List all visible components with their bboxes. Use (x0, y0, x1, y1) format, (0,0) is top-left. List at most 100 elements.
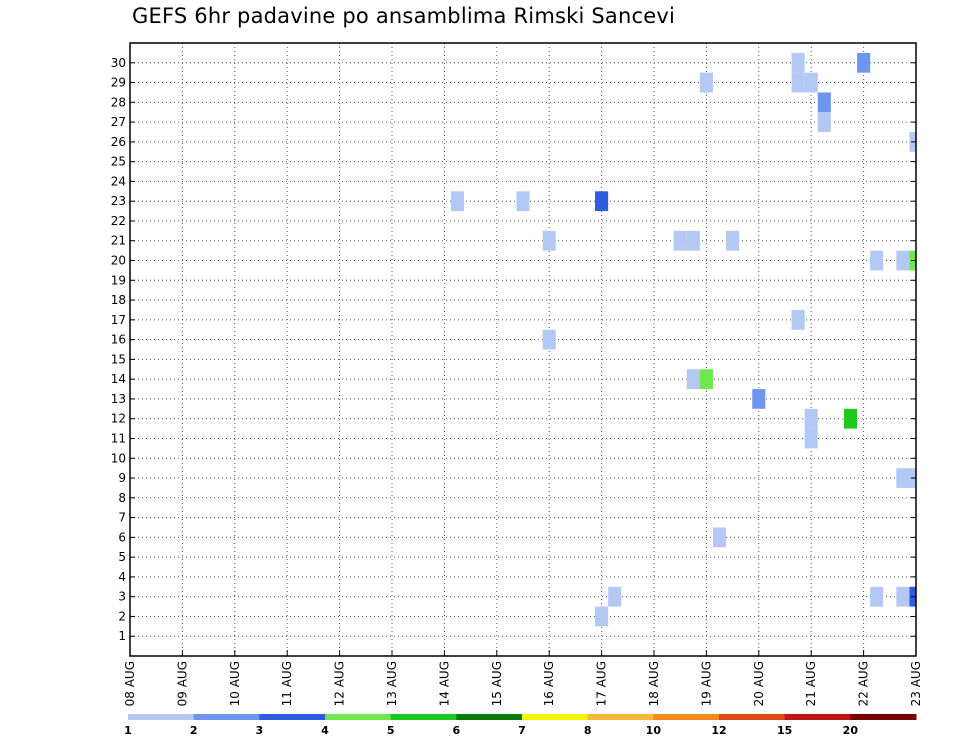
colorbar-label: 8 (584, 724, 592, 737)
y-tick-label: 17 (111, 313, 126, 327)
y-tick-label: 16 (111, 333, 126, 347)
precip-cell (542, 329, 556, 350)
precip-cell (686, 230, 700, 251)
colorbar-label: 2 (190, 724, 198, 737)
colorbar-label: 5 (387, 724, 395, 737)
y-tick-label: 28 (111, 95, 126, 109)
precip-cell (595, 606, 609, 627)
y-tick-label: 11 (111, 431, 126, 445)
y-tick-label: 26 (111, 135, 126, 149)
colorbar-label: 10 (646, 724, 662, 737)
grid-layer (129, 43, 917, 656)
y-tick-label: 10 (111, 451, 126, 465)
precip-cell (896, 586, 910, 607)
x-tick-label: 18 AUG (647, 661, 661, 706)
colorbar-swatch (719, 714, 786, 720)
x-tick-label: 14 AUG (437, 661, 451, 706)
colorbar-swatch (522, 714, 589, 720)
precip-cell (843, 408, 858, 429)
precip-cell (870, 586, 884, 607)
colorbar-swatch (325, 714, 392, 720)
precip-cell (608, 586, 622, 607)
precip-cell (699, 72, 713, 93)
y-tick-label: 30 (111, 56, 126, 70)
precip-cell (791, 72, 805, 93)
y-tick-label: 1 (118, 629, 126, 643)
precip-cell (804, 408, 818, 429)
x-tick-label: 09 AUG (175, 661, 189, 706)
colorbar-swatch (193, 714, 260, 720)
y-tick-label: 25 (111, 155, 126, 169)
colorbar-label: 4 (321, 724, 329, 737)
x-tick-label: 13 AUG (385, 661, 399, 706)
y-tick-label: 12 (111, 412, 126, 426)
colorbar-label: 12 (711, 724, 726, 737)
colorbar-swatch (390, 714, 457, 720)
y-tick-label: 3 (118, 590, 126, 604)
y-tick-label: 2 (118, 609, 126, 623)
y-tick-label: 4 (118, 570, 126, 584)
y-tick-label: 21 (111, 234, 126, 248)
y-tick-label: 8 (118, 491, 126, 505)
precip-cell (673, 230, 687, 251)
colorbar-label: 7 (518, 724, 526, 737)
colorbar-label: 6 (453, 724, 461, 737)
y-tick-label: 5 (118, 550, 126, 564)
colorbar-swatch (850, 714, 917, 720)
precip-cell (804, 428, 818, 449)
y-tick-label: 7 (118, 511, 126, 525)
y-tick-label: 19 (111, 273, 126, 287)
precip-cell (542, 230, 556, 251)
colorbar-label: 1 (124, 724, 132, 737)
x-tick-label: 10 AUG (228, 661, 242, 706)
y-tick-label: 9 (118, 471, 126, 485)
colorbar: 1 2 3 4 5 6 7 8 10 12 15 20 (124, 714, 917, 737)
x-tick-label: 08 AUG (123, 661, 137, 706)
precip-cell (896, 250, 910, 271)
x-tick-label: 15 AUG (490, 661, 504, 706)
x-tick-label: 11 AUG (280, 661, 294, 706)
colorbar-swatch (456, 714, 523, 720)
x-tick-label: 17 AUG (595, 661, 609, 706)
x-tick-label: 23 AUG (909, 661, 923, 706)
y-tick-label: 24 (111, 174, 126, 188)
x-tick-label: 12 AUG (333, 661, 347, 706)
x-tick-label: 19 AUG (699, 661, 713, 706)
precip-cell (857, 52, 871, 73)
precip-cell (450, 191, 465, 212)
precip-cell (791, 52, 805, 73)
chart-title: GEFS 6hr padavine po ansamblima Rimski S… (132, 4, 676, 28)
precip-cell (896, 468, 910, 488)
y-tick-label: 22 (111, 214, 126, 228)
precip-cell (791, 309, 805, 330)
ticks-layer: 1234567891011121314151617181920212223242… (111, 56, 923, 707)
x-tick-label: 22 AUG (857, 661, 871, 706)
x-tick-label: 16 AUG (542, 661, 556, 706)
colorbar-label: 3 (256, 724, 264, 737)
precip-cell (595, 191, 609, 212)
cells-layer (450, 52, 916, 627)
y-tick-label: 14 (111, 372, 126, 386)
y-tick-label: 18 (111, 293, 126, 307)
precip-cell (686, 369, 700, 390)
x-tick-label: 20 AUG (752, 661, 766, 706)
colorbar-swatch (784, 714, 851, 720)
y-tick-label: 27 (111, 115, 126, 129)
precip-cell (752, 389, 766, 409)
precip-cell (712, 527, 727, 548)
precip-cell (516, 191, 530, 212)
precip-cell (699, 369, 713, 390)
colorbar-swatch (128, 714, 195, 720)
colorbar-label: 20 (843, 724, 859, 737)
y-tick-label: 23 (111, 194, 126, 208)
precip-cell (726, 230, 740, 251)
y-tick-label: 13 (111, 392, 126, 406)
colorbar-swatch (587, 714, 654, 720)
precip-cell (817, 92, 831, 113)
y-tick-label: 29 (111, 76, 126, 90)
precip-cell (870, 250, 884, 271)
y-tick-label: 20 (111, 254, 126, 268)
colorbar-swatch (259, 714, 326, 720)
precip-cell (817, 112, 831, 132)
